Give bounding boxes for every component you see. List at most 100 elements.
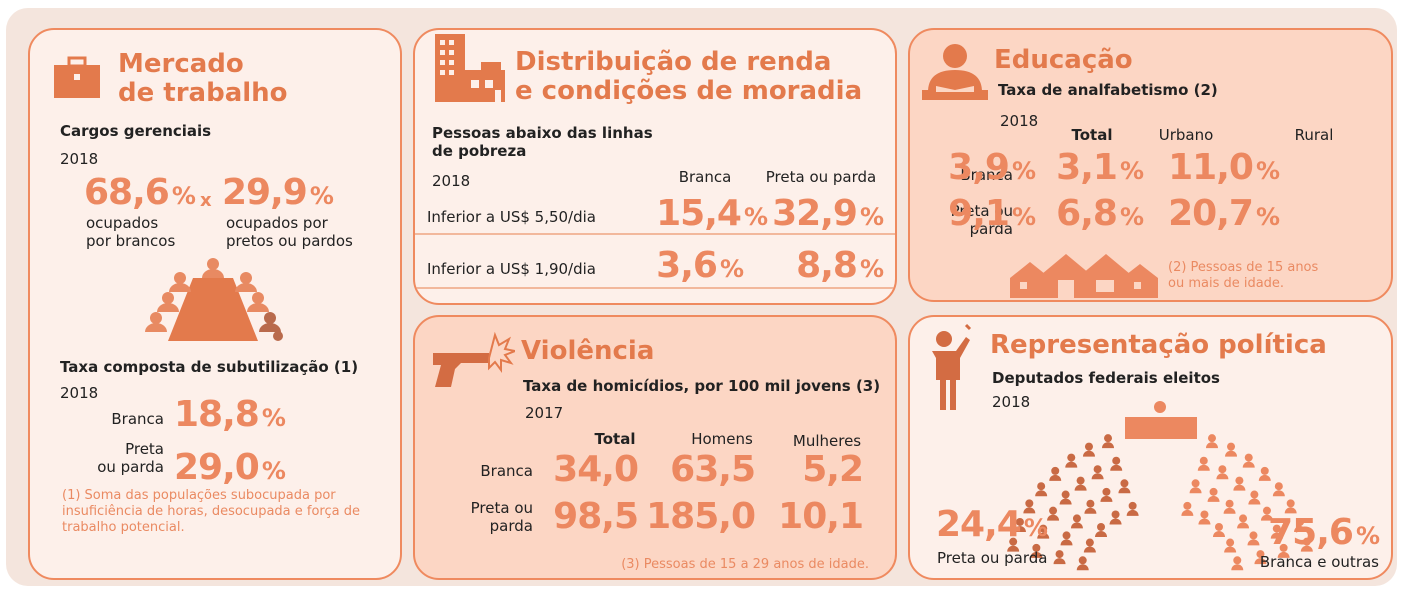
houses-icon	[1010, 254, 1158, 298]
value: 10,1	[778, 496, 864, 537]
value: 9,1	[948, 193, 1010, 234]
unit: %	[1119, 203, 1144, 231]
seat	[1047, 514, 1060, 521]
seat	[1102, 442, 1115, 449]
seat	[1112, 456, 1121, 465]
seat	[1051, 466, 1060, 475]
value: 8,8	[796, 245, 858, 286]
row-label: Branca	[480, 462, 533, 480]
seat	[1260, 466, 1269, 475]
unit: %	[261, 404, 286, 432]
unit: %	[743, 203, 768, 231]
seat	[1237, 522, 1250, 529]
divider	[415, 233, 895, 235]
seat	[1037, 532, 1050, 539]
seat	[1242, 461, 1255, 468]
stat: 3,1%	[1056, 148, 1144, 191]
unit: %	[1355, 522, 1380, 550]
value: 29,0	[174, 447, 260, 488]
row-label: Inferior a US$ 1,90/dia	[427, 260, 596, 278]
seat	[1097, 522, 1106, 531]
seat	[1084, 507, 1097, 514]
unit: %	[719, 255, 744, 283]
parliament-icon	[1007, 401, 1313, 571]
gun-icon	[433, 331, 515, 387]
title: Educação	[994, 45, 1133, 75]
unit: %	[309, 182, 334, 210]
value: 24,4	[936, 504, 1022, 545]
seat	[1235, 476, 1244, 485]
seat	[1118, 487, 1131, 494]
stat: 29,0%	[174, 447, 286, 491]
seat	[1055, 550, 1064, 559]
year: 2018	[1000, 112, 1039, 130]
subtitle: Taxa de analfabetismo (2)	[998, 81, 1218, 99]
stat-label: ocupados por brancos	[86, 214, 176, 250]
seat	[1095, 530, 1108, 537]
seat	[1070, 522, 1083, 529]
stat: 15,4%	[656, 194, 768, 237]
title: Representação política	[990, 330, 1327, 360]
column-header: Branca	[678, 168, 732, 186]
unit: %	[1255, 203, 1280, 231]
value: 98,5	[553, 496, 639, 537]
stat: 24,4%	[936, 504, 1048, 548]
panel-violencia: Violência Taxa de homicídios, por 100 mi…	[413, 315, 897, 580]
seat	[1049, 506, 1058, 515]
value: 75,6	[1268, 512, 1354, 553]
separator: x	[200, 190, 212, 211]
briefcase-icon	[54, 56, 100, 98]
seat	[1067, 453, 1076, 462]
seat	[1272, 490, 1285, 497]
seat	[1083, 546, 1096, 553]
seat	[1078, 556, 1087, 565]
value: 6,8	[1056, 193, 1118, 234]
seat	[1239, 514, 1248, 523]
seat	[1300, 545, 1313, 552]
value: 3,9	[948, 147, 1010, 188]
row-label: Preta ou parda	[950, 202, 1013, 238]
unit: %	[171, 182, 196, 210]
unit: %	[859, 203, 884, 231]
seat	[1231, 564, 1244, 571]
title: Mercado de trabalho	[118, 49, 288, 108]
value: 3,6	[656, 245, 718, 286]
column-header: Homens	[691, 430, 753, 448]
seat	[1104, 434, 1113, 443]
seat	[1302, 537, 1311, 546]
note: (1) Soma das populações subocupada por i…	[62, 488, 360, 535]
stat: 11,0%	[1168, 148, 1280, 191]
seat	[1128, 501, 1137, 510]
seat	[1015, 517, 1024, 526]
seat	[1086, 499, 1095, 508]
value: 29,9	[222, 172, 308, 213]
seat	[1250, 490, 1259, 499]
seat	[1248, 498, 1261, 505]
panel-renda: Distribuição de renda e condições de mor…	[413, 28, 897, 305]
panel-politica: Representação política Deputados federai…	[908, 315, 1393, 580]
seat	[1199, 456, 1208, 465]
subtitle: Cargos gerenciais	[60, 122, 212, 140]
seat	[1181, 509, 1194, 516]
seat	[1212, 530, 1225, 537]
seat	[1013, 525, 1026, 532]
seat	[1120, 479, 1129, 488]
seat	[1258, 474, 1271, 481]
seat	[1205, 442, 1218, 449]
seat	[1062, 531, 1071, 540]
seat	[1233, 484, 1246, 491]
seat	[1023, 507, 1036, 514]
unit: %	[1023, 514, 1048, 542]
seat	[1007, 545, 1020, 552]
note: (3) Pessoas de 15 a 29 anos de idade.	[621, 557, 869, 572]
seat	[1198, 518, 1211, 525]
seat	[1109, 518, 1122, 525]
seat	[1072, 514, 1081, 523]
title: Violência	[521, 336, 655, 366]
seat	[1065, 461, 1078, 468]
year: 2018	[432, 172, 471, 190]
row-label: Inferior a US$ 5,50/dia	[427, 208, 596, 226]
title: Distribuição de renda e condições de mor…	[515, 47, 863, 106]
column-header: Total	[1071, 126, 1113, 144]
value: 20,7	[1168, 193, 1254, 234]
